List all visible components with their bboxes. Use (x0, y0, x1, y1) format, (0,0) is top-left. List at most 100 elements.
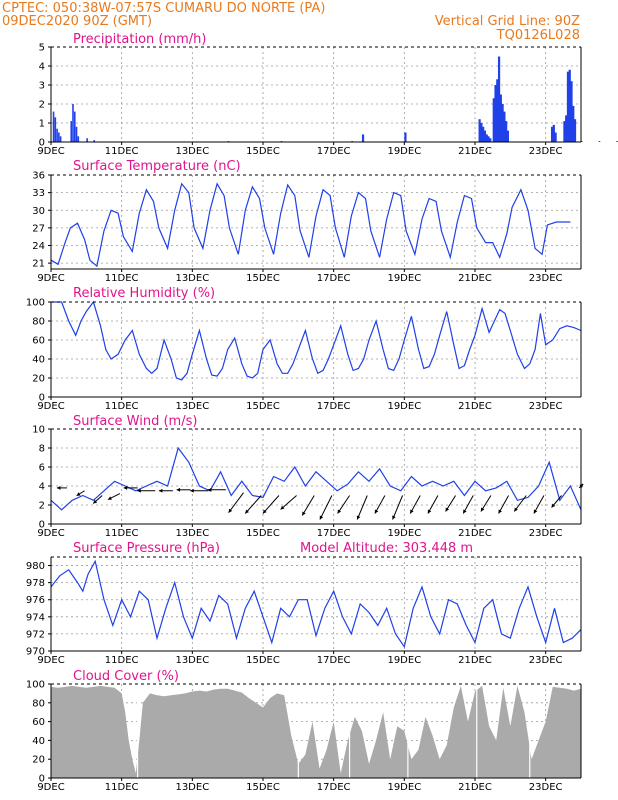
x-tick-label: 21DEC (458, 146, 492, 157)
x-tick-label: 23DEC (529, 528, 563, 539)
y-tick-label: 1 (39, 119, 45, 130)
x-tick-label: 11DEC (105, 146, 139, 157)
x-tick-label: 21DEC (458, 273, 492, 284)
x-tick-label: 19DEC (387, 146, 421, 157)
y-tick-label: 970 (26, 647, 45, 658)
y-tick-label: 27 (32, 223, 45, 234)
precip-bar (563, 121, 566, 142)
wind-arrow-head (410, 509, 414, 514)
precip-bar (75, 126, 78, 142)
wind-arrow-head (392, 515, 396, 520)
y-tick-label: 974 (26, 612, 45, 623)
x-tick-label: 19DEC (387, 401, 421, 412)
precip-bar (59, 136, 62, 142)
precip-bar (404, 132, 407, 142)
x-tick-label: 19DEC (387, 782, 421, 793)
wind-arrow-head (56, 485, 61, 490)
y-tick-label: 100 (26, 680, 45, 691)
x-tick-label: 23DEC (529, 782, 563, 793)
x-tick-label: 21DEC (458, 401, 492, 412)
y-tick-label: 40 (32, 355, 45, 366)
wind-arrow-head (176, 487, 181, 492)
x-tick-label: 9DEC (37, 782, 64, 793)
x-tick-label: 17DEC (317, 273, 351, 284)
precip-bar (499, 94, 502, 142)
y-tick-label: 980 (26, 561, 45, 572)
precip-bar (565, 115, 568, 142)
y-tick-label: 972 (26, 629, 45, 640)
y-tick-label: 0 (39, 138, 45, 149)
x-tick-label: 17DEC (317, 528, 351, 539)
precip-bar (568, 69, 571, 142)
x-tick-label: 19DEC (387, 273, 421, 284)
precip-bar (550, 126, 554, 142)
panel-1: 0 1 2 3 4 5 9DEC 11DEC 13DEC 15DEC 17DEC 19DEC 21DEC… (37, 32, 618, 157)
x-tick-label: 9DEC (37, 655, 64, 666)
header-station: CPTEC: 050:38W-07:57S CUMARU DO NORTE (P… (2, 1, 325, 16)
wind-arrow-head (551, 503, 556, 508)
wind-arrow-head (207, 487, 212, 492)
precip-bar (86, 138, 88, 142)
panel-5: 970 972 974 976 978 980 9DEC 11DEC 13DEC 15DEC 17D… (26, 541, 582, 666)
x-tick-label: 23DEC (529, 401, 563, 412)
y-tick-label: 60 (32, 336, 45, 347)
precip-bar (501, 104, 504, 142)
x-tick-label: 17DEC (317, 146, 351, 157)
x-tick-label: 21DEC (458, 655, 492, 666)
precip-bar (483, 130, 487, 142)
y-tick-label: 6 (39, 463, 45, 474)
precip-bar (566, 71, 570, 142)
panel-title: Relative Humidity (%) (73, 286, 215, 301)
x-tick-label: 15DEC (246, 401, 280, 412)
x-tick-label: 11DEC (105, 655, 139, 666)
precip-bar (581, 141, 583, 142)
x-tick-label: 13DEC (175, 273, 209, 284)
y-tick-label: 21 (32, 259, 45, 270)
series-line (50, 446, 582, 511)
x-tick-label: 9DEC (37, 401, 64, 412)
precip-bar (503, 111, 506, 142)
wind-arrow (262, 495, 280, 514)
precip-bar (482, 126, 485, 142)
wind-arrow (228, 492, 244, 513)
precip-bar (487, 136, 490, 142)
precip-bar (573, 119, 577, 142)
wind-arrow (356, 495, 368, 520)
precip-bar (570, 81, 573, 142)
y-tick-label: 2 (39, 100, 45, 111)
wind-arrow-head (533, 509, 538, 514)
x-tick-label: 19DEC (387, 655, 421, 666)
header-run-time: 09DEC2020 90Z (GMT) (2, 14, 152, 29)
y-tick-label: 4 (39, 482, 45, 493)
panel-4: 0 2 4 6 8 10 9DEC 11DEC 13DEC 15DEC 17DEC 19DEC 21DE… (32, 414, 584, 539)
precip-bar (58, 132, 60, 142)
x-tick-label: 23DEC (529, 273, 563, 284)
y-tick-label: 20 (32, 374, 45, 385)
wind-arrow (244, 495, 262, 514)
precip-bar (485, 134, 488, 142)
y-tick-label: 33 (32, 188, 45, 199)
y-tick-label: 2 (39, 501, 45, 512)
wind-arrow-head (228, 508, 233, 513)
y-tick-label: 5 (39, 43, 45, 54)
panel-title: Surface Wind (m/s) (73, 414, 197, 429)
wind-arrow-head (356, 515, 361, 520)
x-tick-label: 11DEC (105, 782, 139, 793)
y-tick-label: 3 (39, 81, 45, 92)
x-tick-label: 15DEC (246, 782, 280, 793)
wind-arrow-head (93, 499, 98, 504)
precip-bar (72, 104, 74, 142)
cloud-cover-area (51, 685, 581, 778)
panel-title: Precipitation (mm/h) (73, 32, 206, 47)
y-tick-label: 10 (32, 425, 45, 436)
header: CPTEC: 050:38W-07:57S CUMARU DO NORTE (P… (2, 1, 580, 43)
x-tick-label: 13DEC (175, 401, 209, 412)
y-tick-label: 80 (32, 698, 45, 709)
precip-bar (56, 128, 58, 142)
y-tick-label: 0 (39, 774, 45, 785)
x-tick-label: 9DEC (37, 273, 64, 284)
x-tick-label: 21DEC (458, 528, 492, 539)
precip-bar (505, 121, 508, 142)
panel-title: Surface Temperature (nC) (73, 159, 241, 174)
x-tick-label: 11DEC (105, 401, 139, 412)
